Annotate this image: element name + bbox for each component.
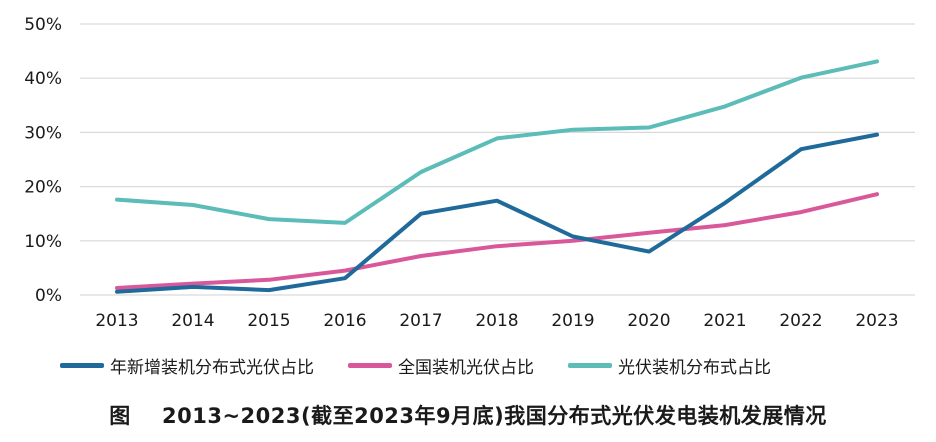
figure-caption: 图 2013~2023(截至2023年9月底)我国分布式光伏发电装机发展情况 [109,404,827,428]
x-tick-label: 2017 [399,311,442,331]
y-tick-label: 0% [35,286,62,306]
legend-swatch [60,362,104,368]
line-chart: 0%10%20%30%40%50% 2013 2014 2015 2016 2017 20… [24,15,915,331]
gridlines [80,23,915,296]
legend-item: 年新增装机分布式光伏占比 [60,353,314,378]
legend-swatch [568,362,612,368]
x-tick-label: 2021 [703,311,746,331]
y-tick-label: 30% [24,123,62,143]
series-line [115,59,879,225]
legend-label: 全国装机光伏占比 [398,357,534,378]
x-tick-label: 2016 [323,311,366,331]
x-tick-label: 2020 [627,311,670,331]
y-tick-label: 40% [24,69,62,89]
x-tick-label: 2018 [475,311,518,331]
series-line [115,132,879,294]
x-tick-label: 2014 [171,311,214,331]
legend: 年新增装机分布式光伏占比 全国装机光伏占比 光伏装机分布式占比 [60,352,930,378]
legend-label: 年新增装机分布式光伏占比 [110,357,314,378]
x-tick-label: 2023 [855,311,898,331]
y-tick-label: 50% [24,15,62,35]
x-tick-label: 2015 [247,311,290,331]
legend-item: 全国装机光伏占比 [348,353,534,378]
legend-label: 光伏装机分布式占比 [618,357,771,378]
x-axis-ticks: 2013 2014 2015 2016 2017 2018 2019 2020 2021 2022… [95,311,898,331]
legend-item: 光伏装机分布式占比 [568,353,771,378]
y-axis-ticks: 0% 10% 20% 30% 40% 50% [24,15,62,306]
x-tick-label: 2013 [95,311,138,331]
y-tick-label: 10% [24,232,62,252]
x-tick-label: 2022 [779,311,822,331]
x-tick-label: 2019 [551,311,594,331]
series-line [115,192,879,290]
series-lines [115,59,879,294]
y-tick-label: 20% [24,178,62,198]
legend-swatch [348,362,392,368]
